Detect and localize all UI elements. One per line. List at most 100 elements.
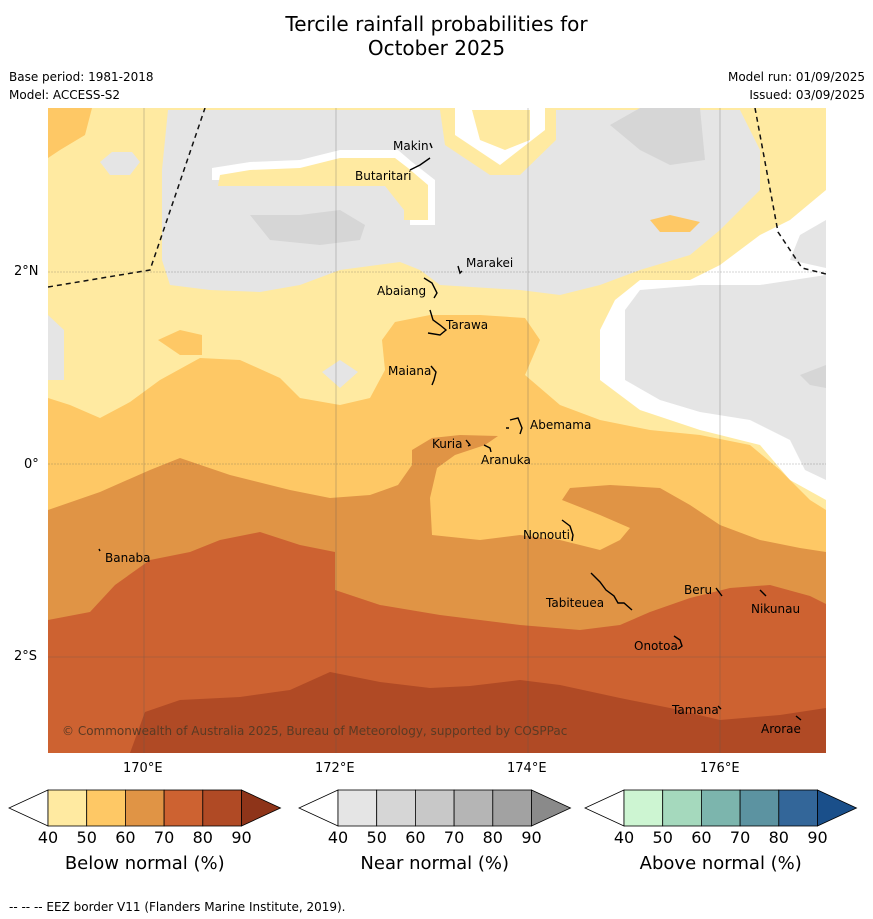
below-40-50-north-patch	[472, 110, 530, 150]
colorbars	[8, 789, 858, 827]
lon-label-174: 174°E	[507, 761, 547, 776]
colorbar-2	[298, 789, 572, 827]
colorbar-3	[584, 789, 858, 827]
probability-field	[48, 108, 826, 753]
colorbar-tick-label: 70	[153, 828, 175, 847]
near-40-50-patch-small	[322, 360, 358, 388]
colorbar-tick-label: 90	[807, 828, 828, 847]
base-period: Base period: 1981-2018	[9, 70, 154, 84]
island-label-marakei: Marakei	[466, 256, 514, 270]
colorbar-tick-label: 50	[76, 828, 97, 847]
gridlines	[48, 108, 826, 753]
near-40-50-patch-nw	[100, 152, 140, 175]
below-50-60-nw	[48, 108, 92, 158]
island-label-butaritari: Butaritari	[355, 169, 412, 183]
colorbar-tick-label: 40	[327, 828, 349, 847]
colorbar-tick-label: 80	[768, 828, 789, 847]
colorbar-under-triangle	[584, 789, 625, 827]
colorbar-tick-label: 90	[231, 828, 252, 847]
colorbar-tick-label: 50	[366, 828, 387, 847]
colorbar-tick-label: 80	[482, 828, 503, 847]
colorbar-segment	[453, 789, 494, 827]
colorbar-segment	[376, 789, 416, 827]
colorbar-over-triangle	[817, 789, 858, 827]
lon-label-170: 170°E	[123, 761, 163, 776]
island-label-aranuka: Aranuka	[481, 453, 531, 467]
lat-label-2n: 2°N	[14, 264, 39, 279]
colorbar-title: Below normal (%)	[64, 853, 225, 874]
colorbar-1	[8, 789, 282, 827]
colorbar-segment	[125, 789, 165, 827]
colorbar-segment	[739, 789, 780, 827]
model-run: Model run: 01/09/2025	[727, 70, 865, 84]
colorbar-segment	[701, 789, 741, 827]
colorbar-tick-label: 40	[37, 828, 59, 847]
colorbar-tick-label: 60	[405, 828, 426, 847]
colorbar-segment	[778, 789, 818, 827]
colorbar-over-triangle	[531, 789, 572, 827]
near-50-60-patch-3	[800, 365, 826, 388]
island-label-banaba: Banaba	[105, 551, 151, 565]
island-outlines	[98, 142, 802, 721]
lon-label-172: 172°E	[315, 761, 355, 776]
colorbar-segment	[662, 789, 702, 827]
island-label-tarawa: Tarawa	[446, 318, 489, 332]
island-label-nonouti: Nonouti	[523, 528, 570, 542]
island-label-arorae: Arorae	[761, 722, 801, 736]
colorbar-tick-label: 70	[443, 828, 465, 847]
meta-right: Model run: 01/09/2025 Issued: 03/09/2025	[728, 68, 865, 104]
near-50-60-patch-2	[610, 108, 705, 165]
colorbar-under-triangle	[298, 789, 339, 827]
island-label-kuria: Kuria	[432, 437, 463, 451]
island-label-abemama: Abemama	[530, 418, 592, 432]
colorbar-tick-label: 80	[192, 828, 213, 847]
near-40-50-patch-west	[48, 315, 64, 380]
near-40-50-region-north	[162, 110, 760, 295]
below-50-60-small	[158, 330, 202, 355]
colorbar-segment	[202, 789, 242, 827]
island-label-maiana: Maiana	[388, 364, 432, 378]
near-40-50-patch-ne	[790, 220, 826, 268]
colorbar-tick-label: 70	[729, 828, 751, 847]
eez-border	[48, 108, 826, 288]
title-line-1: Tercile rainfall probabilities for	[285, 12, 588, 36]
colorbar-segment	[86, 789, 126, 827]
white-buffer	[160, 108, 826, 500]
colorbar-title: Near normal (%)	[360, 853, 510, 874]
colorbar-tick-label: 60	[691, 828, 712, 847]
colorbar-tick-label: 50	[652, 828, 673, 847]
copyright-notice: © Commonwealth of Australia 2025, Bureau…	[62, 724, 568, 738]
near-40-50-region-east	[625, 275, 826, 480]
map-title: Tercile rainfall probabilities for Octob…	[0, 12, 873, 60]
colorbar-tick-label: 60	[115, 828, 136, 847]
colorbar-segment	[163, 789, 204, 827]
colorbar-segment	[337, 789, 378, 827]
island-label-nikunau: Nikunau	[751, 602, 801, 616]
meta-left: Base period: 1981-2018 Model: ACCESS-S2	[9, 68, 154, 104]
lat-label-0: 0°	[24, 457, 39, 472]
colorbar-tick-label: 90	[521, 828, 542, 847]
eez-footer-note: -- -- -- EEZ border V11 (Flanders Marine…	[9, 900, 346, 914]
colorbar-tick-label: 40	[613, 828, 635, 847]
colorbar-segment	[414, 789, 455, 827]
model-name: Model: ACCESS-S2	[9, 88, 121, 102]
title-line-2: October 2025	[367, 36, 506, 60]
below-80-90-region	[130, 672, 826, 753]
lat-label-2s: 2°S	[14, 649, 38, 664]
colorbar-segment	[492, 789, 532, 827]
colorbar-over-triangle	[241, 789, 282, 827]
issued-date: Issued: 03/09/2025	[749, 88, 865, 102]
island-label-onotoa: Onotoa	[634, 639, 678, 653]
island-label-abaiang: Abaiang	[377, 284, 427, 298]
island-label-beru: Beru	[684, 583, 713, 597]
colorbar-title: Above normal (%)	[639, 853, 802, 874]
lon-label-176: 176°E	[700, 761, 740, 776]
below-50-60-ne-patch	[650, 215, 700, 232]
colorbar-segment	[623, 789, 664, 827]
island-label-tabiteuea: Tabiteuea	[546, 596, 605, 610]
colorbar-segment	[47, 789, 88, 827]
colorbar-under-triangle	[8, 789, 49, 827]
island-label-tamana: Tamana	[672, 703, 719, 717]
below-40-50-intrusion	[218, 158, 428, 220]
